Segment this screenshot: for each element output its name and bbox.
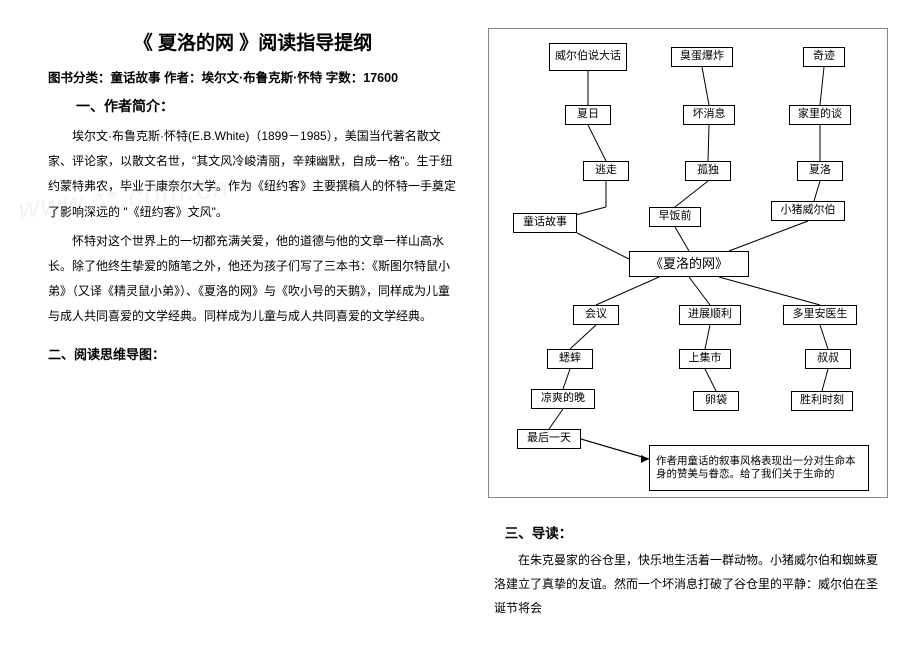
mindmap-node: 最后一天	[517, 429, 581, 449]
mindmap-node: 家里的谈	[789, 105, 851, 125]
section-1-heading: 一、作者简介：	[48, 96, 458, 116]
right-column: 三、导读： 在朱克曼家的谷仓里，快乐地生活着一群动物。小猪威尔伯和蜘蛛夏洛建立了…	[494, 522, 884, 624]
mindmap-node: 胜利时刻	[791, 391, 853, 411]
mindmap-node: 《夏洛的网》	[629, 251, 749, 277]
mindmap-node: 奇迹	[803, 47, 845, 67]
mindmap-node: 威尔伯说大话	[549, 43, 627, 71]
mindmap-node: 童话故事	[513, 213, 577, 233]
mindmap-node: 卵袋	[693, 391, 739, 411]
mindmap-node: 臭蛋爆炸	[671, 47, 733, 67]
mindmap-node: 夏日	[565, 105, 611, 125]
mindmap-node: 早饭前	[649, 207, 701, 227]
paragraph-3: 在朱克曼家的谷仓里，快乐地生活着一群动物。小猪威尔伯和蜘蛛夏洛建立了真挚的友谊。…	[494, 548, 884, 620]
book-meta: 图书分类：童话故事 作者：埃尔文·布鲁克斯·怀特 字数：17600	[48, 67, 458, 86]
mindmap-node: 上集市	[679, 349, 731, 369]
left-column: 《 夏洛的网 》阅读指导提纲 图书分类：童话故事 作者：埃尔文·布鲁克斯·怀特 …	[48, 28, 458, 363]
mindmap-node: 凉爽的晚	[531, 389, 595, 409]
mindmap-node: 逃走	[583, 161, 629, 181]
mindmap-node: 多里安医生	[783, 305, 857, 325]
section-2-heading: 二、阅读思维导图：	[48, 344, 458, 363]
paragraph-1: 埃尔文·布鲁克斯·怀特(E.B.White)（1899－1985），美国当代著名…	[48, 124, 458, 225]
mindmap-node: 进展顺利	[679, 305, 741, 325]
mindmap-node: 孤独	[685, 161, 731, 181]
mindmap-caption: 作者用童话的叙事风格表现出一分对生命本身的赞美与眷恋。给了我们关于生命的	[649, 445, 869, 491]
mindmap-node: 小猪威尔伯	[771, 201, 845, 221]
page-title: 《 夏洛的网 》阅读指导提纲	[48, 28, 458, 55]
mindmap-node: 会议	[573, 305, 619, 325]
paragraph-2: 怀特对这个世界上的一切都充满关爱，他的道德与他的文章一样山高水长。除了他终生挚爱…	[48, 229, 458, 330]
section-3-heading: 三、导读：	[494, 522, 884, 542]
mindmap-diagram: 威尔伯说大话 臭蛋爆炸 奇迹夏日 坏消息 家里的谈逃走 孤独 夏洛童话故事 早饭前 小猪威尔伯会…	[488, 28, 888, 498]
mindmap-node: 蟋蟀	[547, 349, 593, 369]
mindmap-node: 夏洛	[797, 161, 843, 181]
mindmap-node: 叔叔	[805, 349, 851, 369]
mindmap-node: 坏消息	[683, 105, 735, 125]
